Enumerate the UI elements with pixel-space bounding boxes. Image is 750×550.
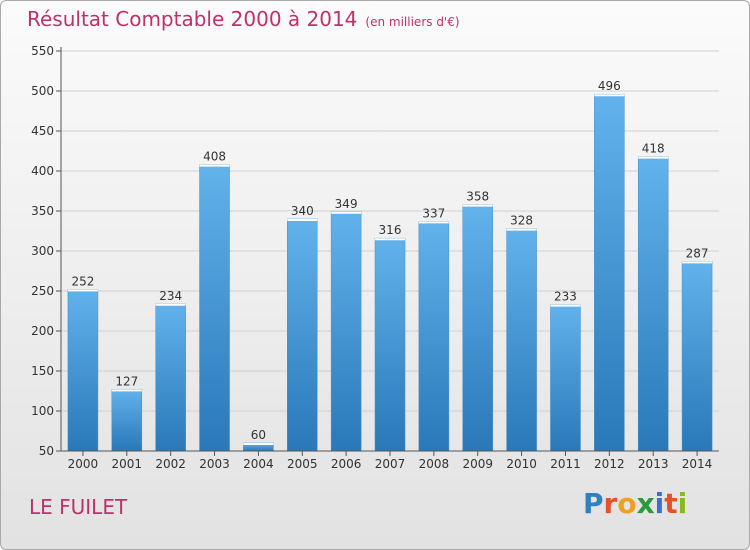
data-label-2013: 418 <box>642 142 665 156</box>
chart-subtitle: (en milliers d'€) <box>365 15 460 29</box>
data-label-2011: 233 <box>554 290 577 304</box>
x-tick-label-2006: 2006 <box>331 457 362 471</box>
logo-letter: P <box>583 487 604 520</box>
x-tick-label-2001: 2001 <box>112 457 143 471</box>
x-tick-label-2012: 2012 <box>594 457 625 471</box>
logo-letter: x <box>636 487 655 520</box>
x-tick-label-2014: 2014 <box>682 457 713 471</box>
logo-letter: i <box>654 487 665 520</box>
x-tick-label-2003: 2003 <box>199 457 230 471</box>
chart-title-text: Résultat Comptable 2000 à 2014 <box>27 7 358 31</box>
y-tick-label: 100 <box>31 404 54 418</box>
x-tick-label-2013: 2013 <box>638 457 669 471</box>
data-label-2007: 316 <box>379 223 402 237</box>
x-tick-label-2011: 2011 <box>550 457 581 471</box>
bars: 252 127 234 408 60 340 349 316 337 358 328 233 496 41… <box>67 79 713 452</box>
place-name: LE FUILET <box>29 495 128 519</box>
bar-2012 <box>594 93 625 452</box>
bar-2008 <box>418 221 450 452</box>
x-tick-label-2004: 2004 <box>243 457 274 471</box>
bar-2010 <box>506 228 537 452</box>
data-label-2000: 252 <box>71 274 94 288</box>
chart-title: Résultat Comptable 2000 à 2014 (en millie… <box>27 7 460 31</box>
logo-letter: r <box>603 487 618 520</box>
bar-2011 <box>550 304 581 452</box>
bar-2009 <box>462 204 493 452</box>
data-label-2002: 234 <box>159 289 182 303</box>
y-tick-label: 450 <box>31 124 54 138</box>
bar-2002 <box>155 303 186 452</box>
bar-2006 <box>330 211 362 452</box>
x-tick-label-2009: 2009 <box>462 457 493 471</box>
bar-2001 <box>111 389 143 452</box>
data-label-2003: 408 <box>203 150 226 164</box>
x-tick-label-2010: 2010 <box>506 457 537 471</box>
y-tick-label: 500 <box>31 84 54 98</box>
y-tick-label: 150 <box>31 364 54 378</box>
y-tick-label: 50 <box>39 444 54 458</box>
bar-2005 <box>287 218 318 452</box>
bar-2003 <box>199 164 230 452</box>
bar-2014 <box>681 261 713 452</box>
data-label-2001: 127 <box>115 374 138 388</box>
x-tick-label-2002: 2002 <box>155 457 186 471</box>
x-tick-label-2000: 2000 <box>68 457 99 471</box>
x-tick-label-2005: 2005 <box>287 457 318 471</box>
logo-letter: i <box>677 487 688 520</box>
data-label-2012: 496 <box>598 79 621 93</box>
y-tick-label: 300 <box>31 244 54 258</box>
y-tick-label: 400 <box>31 164 54 178</box>
y-tick-label: 550 <box>31 44 54 58</box>
y-tick-label: 250 <box>31 284 54 298</box>
logo-letter: t <box>664 487 678 520</box>
data-label-2005: 340 <box>291 204 314 218</box>
bar-2013 <box>637 156 669 452</box>
data-label-2008: 337 <box>422 206 445 220</box>
proxiti-logo: Proxiti <box>583 487 687 520</box>
data-label-2006: 349 <box>335 197 358 211</box>
x-tick-label-2008: 2008 <box>419 457 450 471</box>
data-label-2010: 328 <box>510 214 533 228</box>
data-label-2014: 287 <box>686 246 709 260</box>
data-label-2009: 358 <box>466 190 489 204</box>
axes: 50 100 150 200 250 300 350 400 450 500 550 2000 2001… <box>31 44 719 471</box>
y-tick-label: 350 <box>31 204 54 218</box>
data-label-2004: 60 <box>251 428 266 442</box>
bar-2007 <box>374 237 406 452</box>
x-tick-label-2007: 2007 <box>375 457 406 471</box>
bar-2000 <box>67 289 99 452</box>
logo-letter: o <box>617 487 637 520</box>
y-tick-label: 200 <box>31 324 54 338</box>
